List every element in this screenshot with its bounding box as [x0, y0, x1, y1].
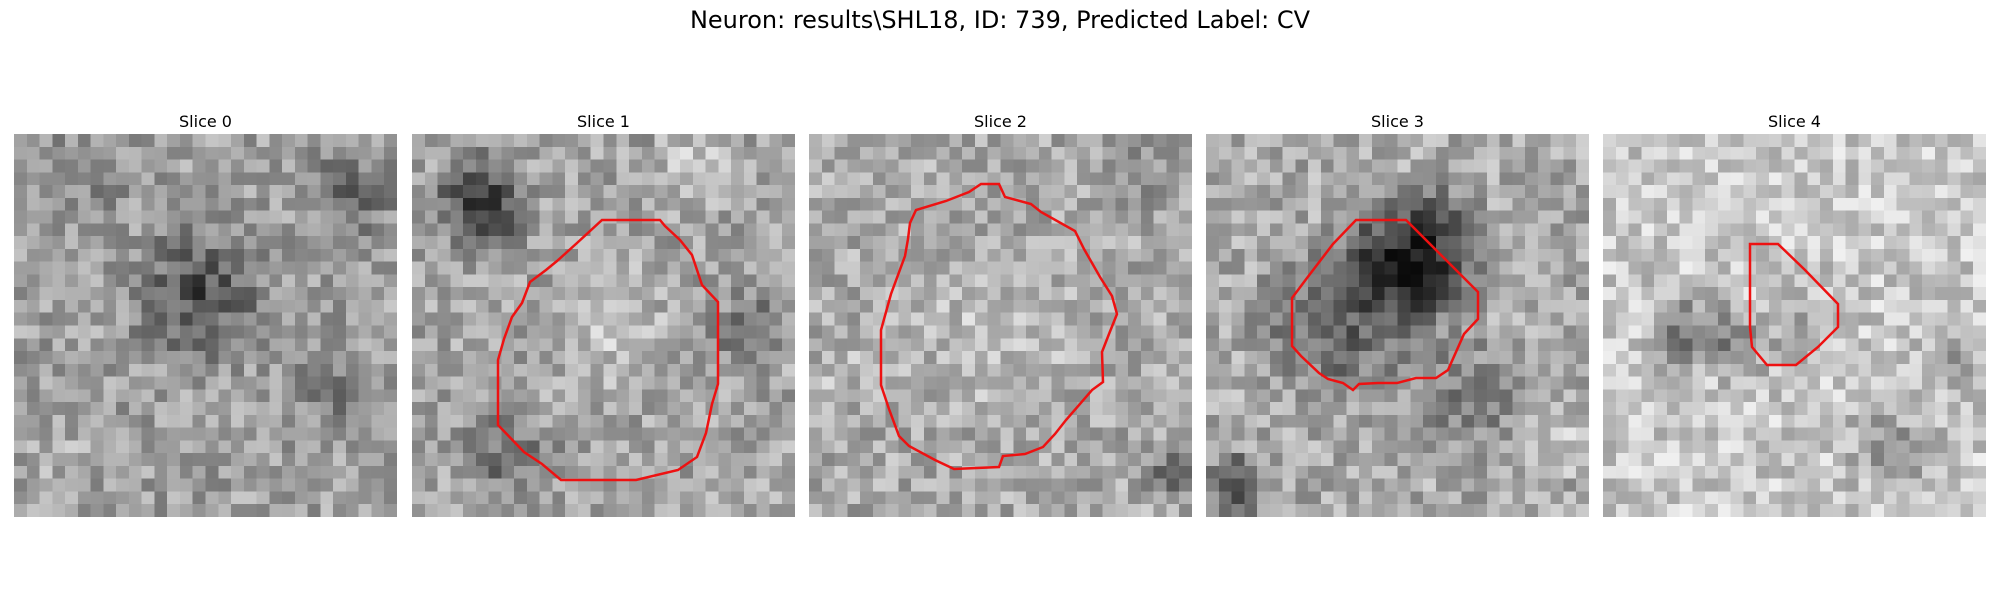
slice-panel-3: Slice 3	[1206, 110, 1589, 517]
slice-title: Slice 0	[179, 112, 232, 131]
slice-panel-2: Slice 2	[809, 110, 1192, 517]
slice-image	[1206, 134, 1589, 517]
slice-title: Slice 2	[974, 112, 1027, 131]
slice-image	[412, 134, 795, 517]
slice-title: Slice 3	[1371, 112, 1424, 131]
slice-image	[1603, 134, 1986, 517]
figure-title: Neuron: results\SHL18, ID: 739, Predicte…	[689, 6, 1311, 34]
slice-image	[14, 134, 397, 517]
slice-title: Slice 1	[577, 112, 630, 131]
slice-title: Slice 4	[1768, 112, 1821, 131]
slice-panel-1: Slice 1	[412, 110, 795, 517]
slice-image	[809, 134, 1192, 517]
slice-panel-0: Slice 0	[14, 110, 397, 517]
slice-panel-4: Slice 4	[1603, 110, 1986, 517]
